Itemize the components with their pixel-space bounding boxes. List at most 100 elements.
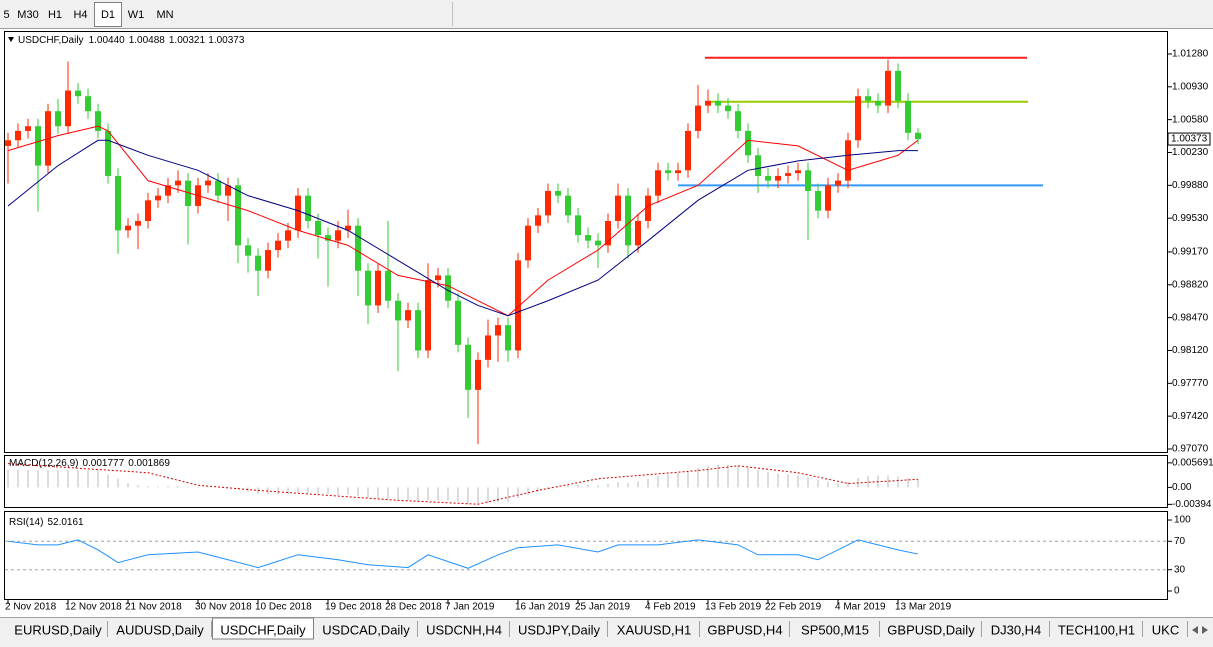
timeframe-label[interactable]: 5 bbox=[3, 9, 9, 21]
tab-label[interactable]: SP500,M15 bbox=[801, 622, 869, 637]
tab-scroll-right[interactable] bbox=[1202, 626, 1208, 634]
macd-title: MACD(12,26,9) bbox=[9, 458, 78, 469]
tab-label[interactable]: GBPUSD,H4 bbox=[707, 622, 782, 637]
x-tick-label: 25 Jan 2019 bbox=[575, 602, 630, 613]
tab-scroll-left[interactable] bbox=[1192, 626, 1198, 634]
timeframe-button[interactable] bbox=[150, 2, 180, 27]
candle-body bbox=[825, 185, 831, 211]
macd-value: 0.001777 bbox=[82, 458, 124, 469]
candle-body bbox=[595, 240, 601, 246]
timeframe-label[interactable]: H4 bbox=[73, 9, 87, 21]
candle-body bbox=[315, 220, 321, 236]
tab-label[interactable]: UKC bbox=[1152, 622, 1179, 637]
timeframe-label[interactable]: D1 bbox=[101, 9, 115, 21]
candle-body bbox=[785, 173, 791, 176]
candle-body bbox=[555, 190, 561, 196]
candle-body bbox=[745, 130, 751, 156]
candle-body bbox=[855, 96, 861, 141]
candle-body bbox=[95, 111, 101, 131]
candle-body bbox=[725, 105, 731, 112]
candle-body bbox=[325, 235, 331, 241]
timeframe-button[interactable] bbox=[13, 2, 43, 27]
timeframe-button[interactable] bbox=[0, 2, 13, 27]
timeframe-button[interactable] bbox=[67, 2, 94, 27]
candle-body bbox=[435, 275, 441, 281]
active-tab[interactable] bbox=[212, 617, 314, 640]
tab-label[interactable]: XAUUSD,H1 bbox=[617, 622, 691, 637]
y-tick-label: 0.97770 bbox=[1172, 378, 1209, 389]
tab-label[interactable]: USDCAD,Daily bbox=[322, 622, 410, 637]
candle-body bbox=[85, 96, 91, 112]
candle-body bbox=[795, 170, 801, 174]
tab-label[interactable]: USDJPY,Daily bbox=[518, 622, 601, 637]
timeframe-button[interactable] bbox=[43, 2, 67, 27]
y-tick-label: 1.00580 bbox=[1172, 114, 1209, 125]
tab-label[interactable]: DJ30,H4 bbox=[991, 622, 1042, 637]
candle-body bbox=[235, 185, 241, 246]
candle-body bbox=[565, 195, 571, 216]
candle-body bbox=[515, 260, 521, 351]
chart-tabs: EURUSD,Daily AUDUSD,Daily USDCHF,Daily USDC… bbox=[14, 617, 1188, 640]
main-panel bbox=[4, 31, 1168, 453]
tab-label[interactable]: TECH100,H1 bbox=[1058, 622, 1135, 637]
candle-body bbox=[605, 220, 611, 246]
macd-panel bbox=[4, 455, 1168, 508]
x-tick-label: 4 Feb 2019 bbox=[645, 602, 696, 613]
x-tick-label: 21 Nov 2018 bbox=[125, 602, 182, 613]
candle-body bbox=[105, 130, 111, 176]
candle-body bbox=[345, 225, 351, 231]
candle-body bbox=[275, 240, 281, 251]
x-tick-label: 13 Feb 2019 bbox=[705, 602, 762, 613]
macd-signal-line bbox=[7, 463, 919, 505]
candle-body bbox=[35, 126, 41, 166]
tab-label[interactable]: GBPUSD,Daily bbox=[887, 622, 975, 637]
macd-signal-value: 0.001869 bbox=[128, 458, 170, 469]
candle-body bbox=[165, 185, 171, 196]
rsi-header: RSI(14) 52.0161 bbox=[9, 517, 84, 528]
candle-body bbox=[505, 325, 511, 351]
candle-body bbox=[145, 200, 151, 221]
tab-label[interactable]: AUDUSD,Daily bbox=[116, 622, 204, 637]
timeframe-button[interactable] bbox=[122, 2, 150, 27]
x-tick-label: 19 Dec 2018 bbox=[325, 602, 382, 613]
candle-body bbox=[175, 180, 181, 186]
candle-body bbox=[65, 90, 71, 127]
timeframe-button[interactable] bbox=[94, 2, 122, 27]
candle-body bbox=[475, 359, 481, 390]
y-tick-label: 100 bbox=[1174, 515, 1191, 526]
candle-body bbox=[155, 195, 161, 201]
tab-label[interactable]: USDCHF,Daily bbox=[220, 622, 306, 637]
x-tick-label: 28 Dec 2018 bbox=[385, 602, 442, 613]
candle-body bbox=[735, 111, 741, 131]
candle-body bbox=[525, 225, 531, 261]
candle-body bbox=[225, 185, 231, 196]
candle-body bbox=[115, 175, 121, 231]
y-tick-label: 0.99880 bbox=[1172, 180, 1209, 191]
tab-label[interactable]: USDCNH,H4 bbox=[426, 622, 502, 637]
timeframe-label[interactable]: MN bbox=[156, 9, 173, 21]
candle-body bbox=[395, 300, 401, 321]
close-label: 1.00373 bbox=[208, 35, 245, 46]
candle-body bbox=[285, 230, 291, 241]
candle-body bbox=[295, 195, 301, 231]
candle-body bbox=[215, 180, 221, 196]
x-tick-label: 10 Dec 2018 bbox=[255, 602, 312, 613]
candle-body bbox=[575, 215, 581, 236]
candle-body bbox=[695, 105, 701, 131]
candle-body bbox=[265, 250, 271, 271]
timeframe-label[interactable]: W1 bbox=[128, 9, 145, 21]
high-label: 1.00488 bbox=[129, 35, 166, 46]
x-tick-label: 12 Nov 2018 bbox=[65, 602, 122, 613]
timeframe-label[interactable]: H1 bbox=[48, 9, 62, 21]
candle-body bbox=[125, 225, 131, 231]
candle-body bbox=[465, 344, 471, 390]
candle-body bbox=[705, 100, 711, 106]
candle-body bbox=[535, 215, 541, 226]
candle-body bbox=[205, 180, 211, 186]
candle-body bbox=[615, 195, 621, 221]
candle-body bbox=[655, 170, 661, 196]
y-tick-label: 1.00930 bbox=[1172, 81, 1209, 92]
tab-label[interactable]: EURUSD,Daily bbox=[14, 622, 102, 637]
timeframe-label[interactable]: M30 bbox=[17, 9, 38, 21]
chart-header: USDCHF,Daily 1.00440 1.00488 1.00321 1.00373 bbox=[18, 35, 245, 46]
